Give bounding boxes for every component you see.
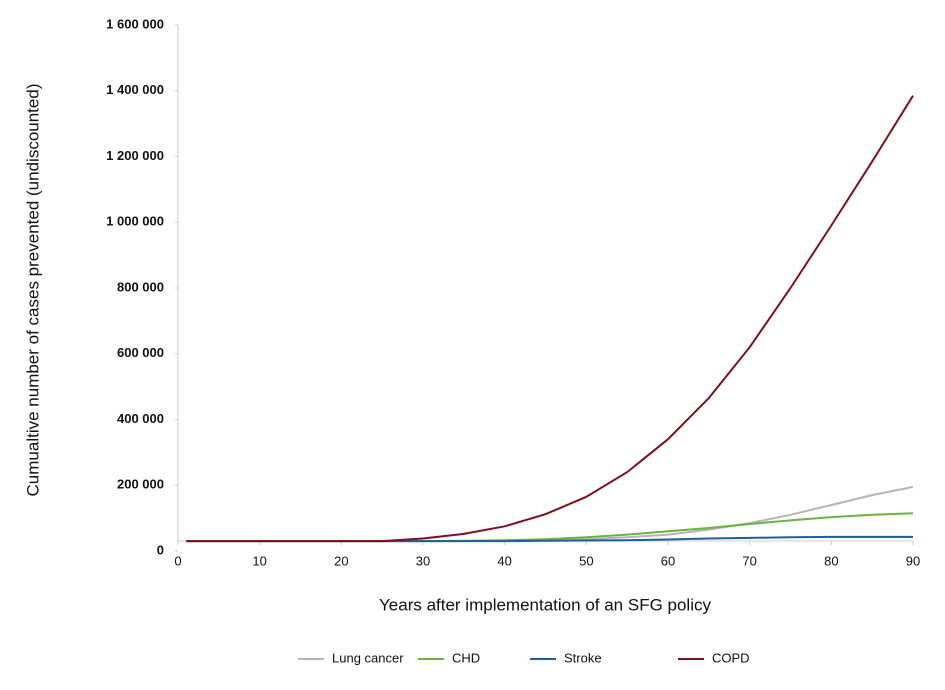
x-tick-label: 30 bbox=[416, 553, 430, 568]
y-tick-label: 200 000 bbox=[117, 477, 164, 492]
y-tick-label: 1 600 000 bbox=[106, 16, 164, 31]
y-tick-label: 400 000 bbox=[117, 411, 164, 426]
y-tick-label: 1 200 000 bbox=[106, 148, 164, 163]
y-tick-label: 0 bbox=[157, 542, 164, 557]
legend-label: Lung cancer bbox=[332, 650, 404, 665]
legend-label: Stroke bbox=[564, 650, 602, 665]
x-tick-label: 20 bbox=[334, 553, 348, 568]
series-line bbox=[186, 485, 914, 543]
legend-label: CHD bbox=[452, 650, 480, 665]
x-tick-label: 10 bbox=[252, 553, 266, 568]
x-tick-label: 80 bbox=[824, 553, 838, 568]
x-tick-label: 70 bbox=[742, 553, 756, 568]
x-tick-label: 50 bbox=[579, 553, 593, 568]
x-tick-label: 60 bbox=[661, 553, 675, 568]
x-tick-label: 0 bbox=[174, 553, 181, 568]
y-tick-label: 600 000 bbox=[117, 345, 164, 360]
y-axis-title: Cumualtive number of cases prevented (un… bbox=[23, 84, 42, 497]
x-tick-label: 40 bbox=[497, 553, 511, 568]
x-axis-title: Years after implementation of an SFG pol… bbox=[379, 595, 711, 614]
y-tick-label: 800 000 bbox=[117, 279, 164, 294]
legend-label: COPD bbox=[712, 650, 750, 665]
x-tick-label: 90 bbox=[906, 553, 920, 568]
y-tick-label: 1 000 000 bbox=[106, 214, 164, 229]
y-tick-label: 1 400 000 bbox=[106, 82, 164, 97]
series-line bbox=[186, 95, 914, 543]
